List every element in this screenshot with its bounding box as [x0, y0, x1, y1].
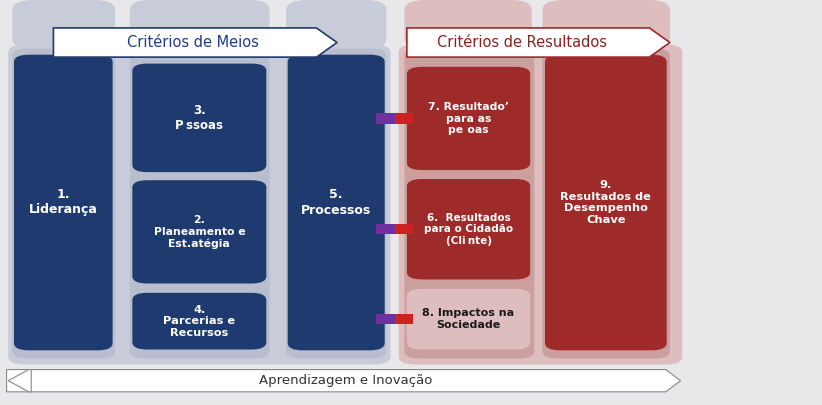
- Bar: [376, 113, 395, 124]
- FancyBboxPatch shape: [132, 64, 266, 172]
- FancyArrow shape: [8, 369, 31, 392]
- Text: 7. Resultado’
para as
pe  oas: 7. Resultado’ para as pe oas: [428, 102, 509, 135]
- Text: 8. Impactos na
Sociedade: 8. Impactos na Sociedade: [423, 308, 515, 330]
- Text: 6.  Resultados
para o Cidadão
(Cli nte): 6. Resultados para o Cidadão (Cli nte): [424, 213, 513, 246]
- FancyArrow shape: [53, 28, 337, 57]
- FancyBboxPatch shape: [288, 55, 385, 350]
- FancyBboxPatch shape: [8, 45, 390, 364]
- Bar: [376, 314, 395, 324]
- FancyBboxPatch shape: [132, 293, 266, 350]
- Text: Critérios de Resultados: Critérios de Resultados: [437, 35, 607, 50]
- FancyBboxPatch shape: [12, 49, 115, 358]
- FancyBboxPatch shape: [132, 180, 266, 284]
- FancyBboxPatch shape: [545, 55, 667, 350]
- FancyBboxPatch shape: [130, 0, 270, 49]
- FancyBboxPatch shape: [407, 179, 530, 279]
- Text: Critérios de Meios: Critérios de Meios: [127, 35, 259, 50]
- Text: 2.
Planeamento e
Est.atégia: 2. Planeamento e Est.atégia: [154, 215, 245, 249]
- FancyBboxPatch shape: [286, 0, 386, 49]
- Text: 4.
Parcerias e
Recursos: 4. Parcerias e Recursos: [164, 305, 235, 338]
- Bar: [395, 224, 413, 234]
- Bar: [376, 224, 395, 234]
- FancyBboxPatch shape: [130, 49, 270, 358]
- FancyBboxPatch shape: [543, 0, 670, 49]
- Bar: [395, 113, 413, 124]
- FancyBboxPatch shape: [407, 67, 530, 170]
- FancyBboxPatch shape: [14, 55, 113, 350]
- FancyBboxPatch shape: [407, 289, 530, 350]
- Text: 1.
Liderança: 1. Liderança: [29, 188, 98, 217]
- FancyArrow shape: [407, 28, 670, 57]
- FancyBboxPatch shape: [543, 49, 670, 358]
- FancyBboxPatch shape: [399, 45, 682, 364]
- FancyBboxPatch shape: [404, 49, 534, 358]
- Text: 9.
Resultados de
Desempenho
Chave: 9. Resultados de Desempenho Chave: [561, 180, 651, 225]
- Text: 5.
Processos: 5. Processos: [301, 188, 372, 217]
- FancyBboxPatch shape: [404, 0, 532, 49]
- FancyArrow shape: [7, 369, 681, 392]
- Text: 3.
P ssoas: 3. P ssoas: [175, 104, 224, 132]
- FancyBboxPatch shape: [286, 49, 386, 358]
- Text: Aprendizagem e Inovação: Aprendizagem e Inovação: [259, 374, 432, 387]
- Bar: [395, 314, 413, 324]
- FancyBboxPatch shape: [12, 0, 115, 49]
